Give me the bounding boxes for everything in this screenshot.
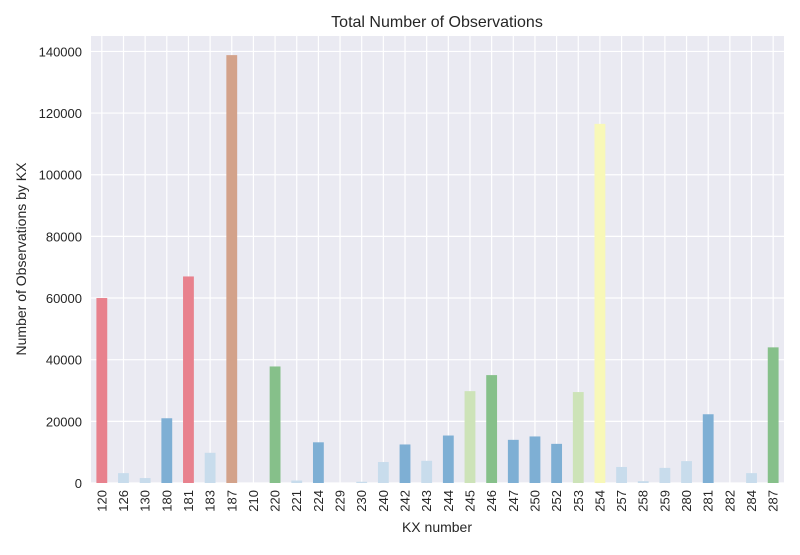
x-tick-label: 210 — [246, 490, 261, 512]
x-tick-label: 247 — [506, 490, 521, 512]
bar-130 — [139, 478, 151, 483]
y-tick-label: 60000 — [46, 291, 82, 306]
bar-220 — [269, 366, 281, 483]
x-tick-label: 243 — [419, 490, 434, 512]
bar-253 — [572, 392, 584, 483]
bar-120 — [96, 298, 108, 483]
bar-247 — [507, 439, 519, 483]
x-tick-label: 126 — [116, 490, 131, 512]
bar-242 — [399, 444, 411, 483]
bar-187 — [226, 55, 238, 484]
x-tick-label: 130 — [138, 490, 153, 512]
bars — [96, 55, 779, 484]
x-tick-label: 244 — [441, 490, 456, 512]
bar-126 — [118, 473, 129, 483]
bar-252 — [551, 443, 563, 483]
bar-281 — [702, 414, 714, 483]
bar-244 — [442, 435, 454, 483]
x-axis-label: KX number — [402, 519, 472, 535]
x-tick-label: 280 — [679, 490, 694, 512]
x-tick-label: 240 — [376, 490, 391, 512]
bar-243 — [421, 460, 433, 483]
y-tick-label: 100000 — [39, 168, 82, 183]
x-tick-label: 180 — [159, 490, 174, 512]
bar-246 — [486, 375, 498, 483]
x-tick-label: 246 — [484, 490, 499, 512]
x-tick-label: 221 — [289, 490, 304, 512]
x-tick-label: 282 — [722, 490, 737, 512]
y-axis-ticks: 0 20000 40000 60000 80000 100000 120000 140000 — [39, 44, 82, 491]
x-tick-label: 252 — [549, 490, 564, 512]
y-tick-label: 40000 — [46, 353, 82, 368]
x-tick-label: 257 — [614, 490, 629, 512]
x-tick-label: 224 — [311, 490, 326, 512]
x-tick-label: 287 — [766, 490, 781, 512]
x-tick-label: 120 — [94, 490, 109, 512]
bar-240 — [377, 462, 389, 483]
bar-245 — [464, 391, 476, 483]
y-tick-label: 120000 — [39, 106, 82, 121]
bar-257 — [616, 466, 627, 483]
x-tick-label: 258 — [636, 490, 651, 512]
bar-258 — [637, 481, 649, 483]
y-tick-label: 20000 — [46, 414, 82, 429]
x-tick-label: 183 — [203, 490, 218, 512]
bar-181 — [183, 276, 194, 483]
x-tick-label: 187 — [224, 490, 239, 512]
bar-284 — [746, 473, 757, 483]
x-tick-label: 253 — [571, 490, 586, 512]
y-tick-label: 0 — [75, 476, 82, 491]
bar-221 — [291, 480, 303, 483]
x-axis-ticks: 120 126 130 180 181 183 187 210 220 221 224 229 230 2… — [94, 490, 780, 512]
bar-230 — [356, 481, 368, 483]
x-tick-label: 284 — [744, 490, 759, 512]
x-tick-label: 230 — [354, 490, 369, 512]
x-tick-label: 242 — [398, 490, 413, 512]
x-tick-label: 250 — [527, 490, 542, 512]
y-tick-label: 80000 — [46, 229, 82, 244]
x-tick-label: 220 — [268, 490, 283, 512]
x-tick-label: 254 — [592, 490, 607, 512]
x-tick-label: 229 — [333, 490, 348, 512]
bar-254 — [594, 123, 606, 484]
plot-area — [91, 36, 784, 483]
x-tick-label: 259 — [657, 490, 672, 512]
bar-183 — [204, 452, 216, 483]
bar-280 — [681, 461, 692, 483]
bar-287 — [767, 347, 779, 483]
bar-224 — [312, 442, 324, 483]
bar-250 — [529, 436, 541, 483]
chart-title: Total Number of Observations — [331, 14, 543, 31]
bar-180 — [161, 418, 173, 483]
x-tick-label: 181 — [181, 490, 196, 512]
grid-lines — [91, 36, 784, 484]
y-tick-label: 140000 — [39, 44, 82, 59]
x-tick-label: 245 — [462, 490, 477, 512]
x-tick-label: 281 — [701, 490, 716, 512]
y-axis-label: Number of Observations by KX — [13, 162, 29, 356]
bar-259 — [659, 467, 671, 483]
